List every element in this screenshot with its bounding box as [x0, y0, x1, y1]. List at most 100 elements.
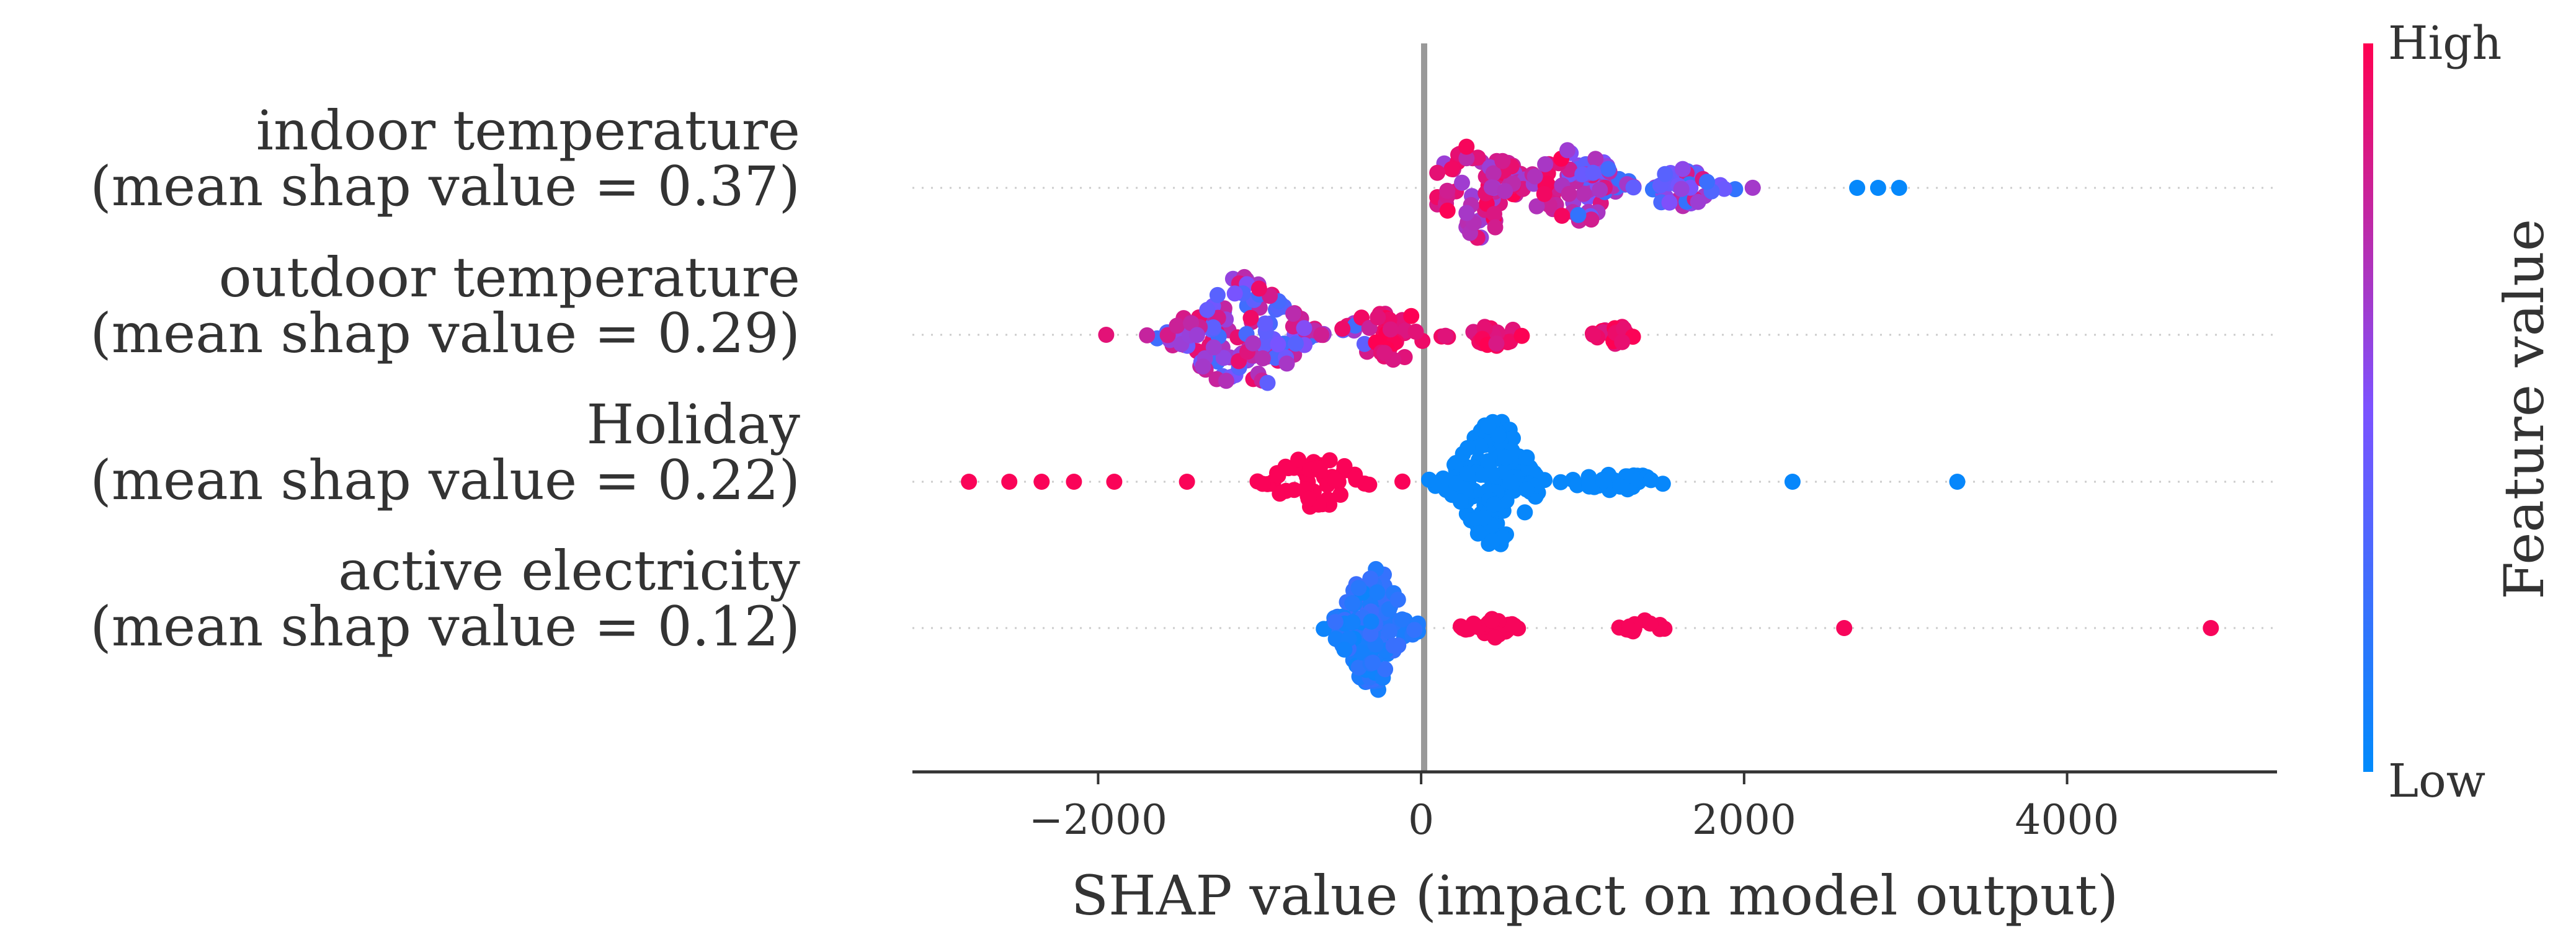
shap-point — [1407, 324, 1424, 340]
shap-point — [1575, 185, 1592, 202]
shap-point — [1528, 198, 1545, 215]
shap-point — [1259, 374, 1276, 391]
shap-point — [1327, 614, 1344, 631]
shap-point — [1394, 473, 1411, 490]
x-tick-label: 4000 — [2015, 796, 2119, 844]
shap-point — [1494, 153, 1511, 169]
shap-point — [1188, 327, 1205, 343]
x-tick-label: 2000 — [1692, 796, 1796, 844]
shap-point — [1439, 202, 1456, 219]
shap-point — [1504, 616, 1520, 632]
shap-point — [1362, 570, 1379, 587]
shap-point — [1583, 211, 1600, 228]
shap-point — [1348, 471, 1365, 488]
shap-point — [1316, 621, 1332, 637]
shap-point — [1001, 474, 1018, 490]
shap-point — [1381, 623, 1398, 640]
colorbar-high-label: High — [2388, 17, 2502, 70]
shap-point — [1472, 438, 1489, 454]
shap-point — [1621, 622, 1638, 639]
shap-point — [1313, 327, 1330, 343]
shap-point — [1385, 637, 1402, 654]
shap-point — [1205, 319, 1221, 335]
shap-point — [1466, 616, 1482, 632]
shap-point — [1870, 180, 1886, 196]
shap-point — [1139, 327, 1156, 343]
shap-point — [1106, 474, 1123, 490]
feature-name-label: indoor temperature — [256, 99, 800, 162]
shap-point — [1595, 472, 1612, 489]
shap-point — [1296, 320, 1313, 337]
feature-mean-shap-label: (mean shap value = 0.37) — [90, 154, 800, 218]
shap-point — [1250, 280, 1267, 297]
shap-point — [1484, 612, 1500, 629]
feature-labels: indoor temperature(mean shap value = 0.3… — [90, 99, 800, 658]
shap-point — [1784, 474, 1801, 490]
shap-point — [1458, 150, 1475, 167]
colorbar-low-label: Low — [2388, 755, 2485, 808]
shap-point — [1454, 174, 1470, 191]
shap-point — [1327, 472, 1344, 489]
shap-point — [1836, 620, 1853, 636]
shap-point — [1179, 474, 1195, 490]
shap-point — [1215, 350, 1232, 366]
shap-point — [1336, 641, 1353, 658]
colorbar — [2363, 43, 2373, 772]
shap-point — [1554, 208, 1571, 224]
shap-point — [1369, 584, 1386, 601]
shap-point — [1403, 308, 1420, 324]
shap-point — [1098, 327, 1115, 343]
shap-point — [1429, 164, 1446, 181]
shap-point — [1485, 165, 1502, 182]
shap-point — [1460, 465, 1476, 482]
shap-point — [1353, 644, 1370, 661]
shap-point — [1518, 481, 1535, 498]
x-axis-label: SHAP value (impact on model output) — [1071, 864, 2118, 928]
colorbar-title: Feature value — [2492, 219, 2556, 600]
shap-point — [1486, 206, 1502, 223]
shap-point — [1486, 496, 1502, 513]
shap-point — [1362, 626, 1379, 642]
shap-point — [1497, 183, 1513, 200]
shap-point — [2203, 620, 2219, 636]
shap-point — [1600, 161, 1616, 177]
row-guide-lines — [912, 187, 2277, 629]
shap-point — [1487, 219, 1504, 236]
shap-point — [1673, 180, 1690, 197]
shap-point — [1218, 373, 1234, 389]
x-tick-label: −2000 — [1029, 796, 1167, 844]
shap-point — [1526, 168, 1543, 185]
shap-point — [1458, 138, 1475, 155]
shap-point — [1245, 335, 1262, 352]
shap-point — [1254, 350, 1271, 366]
shap-point — [1327, 631, 1344, 647]
shap-point — [1344, 595, 1361, 611]
shap-point — [1502, 474, 1519, 490]
shap-point — [1744, 179, 1761, 196]
feature-name-label: outdoor temperature — [219, 246, 800, 309]
shap-point — [1505, 430, 1521, 446]
shap-point — [1592, 182, 1608, 198]
shap-point — [1285, 306, 1302, 322]
shap-point — [1377, 661, 1394, 678]
shap-point — [1443, 161, 1460, 177]
shap-point — [1479, 453, 1496, 469]
shap-point — [1278, 355, 1295, 372]
shap-point — [1476, 510, 1492, 526]
shap-point — [1169, 317, 1185, 334]
shap-point — [1625, 179, 1642, 196]
shap-point — [1536, 185, 1553, 202]
shap-point — [1642, 472, 1659, 489]
shap-point — [1716, 180, 1732, 197]
shap-point — [1699, 174, 1715, 190]
shap-point — [1195, 358, 1211, 375]
shap-point — [1463, 512, 1479, 529]
shap-point — [1581, 474, 1598, 491]
shap-point — [1513, 327, 1530, 344]
shap-point — [961, 474, 978, 490]
shap-point — [1336, 458, 1353, 474]
shap-point — [1389, 591, 1406, 608]
shap-point — [1242, 309, 1259, 326]
shap-point — [1270, 336, 1286, 353]
shap-point — [1657, 166, 1674, 182]
